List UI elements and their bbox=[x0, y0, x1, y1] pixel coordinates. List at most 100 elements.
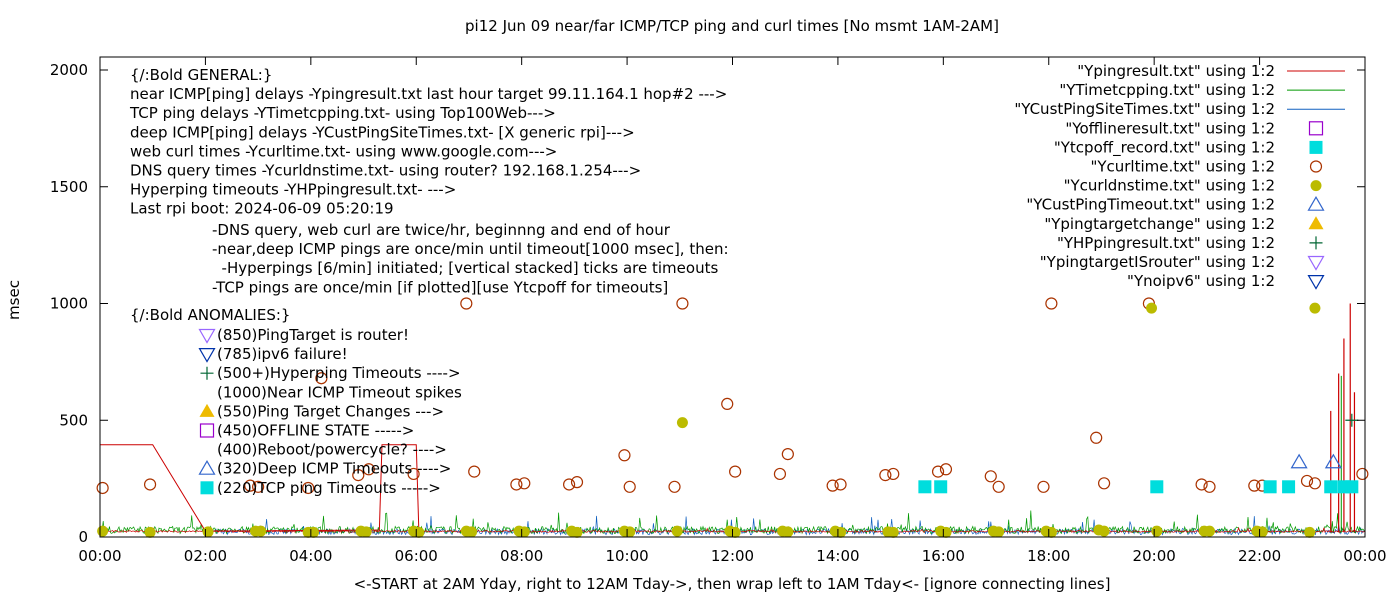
annotation-anomaly: (220)TCP ping Timeouts -----> bbox=[217, 479, 441, 497]
data-point bbox=[413, 526, 425, 538]
data-point bbox=[1356, 467, 1369, 481]
x-tick-label: 10:00 bbox=[605, 547, 648, 565]
annotation-marker bbox=[198, 348, 216, 363]
x-tick-label: 04:00 bbox=[289, 547, 332, 565]
data-point bbox=[826, 479, 839, 492]
data-point bbox=[1037, 480, 1050, 493]
x-tick-label: 14:00 bbox=[816, 547, 859, 565]
data-point bbox=[468, 465, 481, 478]
data-point bbox=[1308, 477, 1322, 490]
x-tick-label: 00:00 bbox=[1343, 547, 1386, 565]
data-point bbox=[307, 526, 319, 538]
data-point bbox=[143, 478, 157, 491]
y-tick-label: 500 bbox=[59, 411, 88, 429]
data-point bbox=[623, 480, 636, 493]
legend-label: "YTimetcpping.txt" using 1:2 bbox=[1059, 81, 1275, 99]
data-point bbox=[931, 465, 945, 478]
data-point bbox=[570, 476, 584, 489]
data-point bbox=[624, 526, 636, 538]
data-point bbox=[773, 467, 787, 481]
data-point bbox=[618, 449, 631, 462]
annotation-marker bbox=[200, 366, 214, 380]
x-tick-label: 22:00 bbox=[1238, 547, 1281, 565]
data-point bbox=[1256, 526, 1268, 538]
data-point bbox=[352, 469, 365, 482]
annotation-marker bbox=[200, 481, 214, 495]
data-point bbox=[668, 480, 681, 493]
legend-label: "Ycurltime.txt" using 1:2 bbox=[1090, 158, 1275, 176]
y-tick-label: 1000 bbox=[50, 295, 88, 313]
x-tick-label: 20:00 bbox=[1133, 547, 1176, 565]
data-point bbox=[202, 526, 214, 538]
annotation-anomaly: (850)PingTarget is router! bbox=[217, 326, 409, 344]
annotation-note: -DNS query, web curl are twice/hr, begin… bbox=[212, 221, 671, 239]
data-point bbox=[834, 478, 847, 491]
data-point bbox=[360, 526, 372, 538]
legend-swatch bbox=[1309, 160, 1323, 173]
data-point bbox=[1309, 302, 1321, 314]
x-tick-label: 18:00 bbox=[1027, 547, 1070, 565]
data-point bbox=[1282, 480, 1296, 494]
annotation-anomaly: (550)Ping Target Changes ---> bbox=[217, 402, 444, 420]
data-point bbox=[571, 526, 583, 538]
legend-swatch bbox=[1307, 195, 1325, 211]
annotation-general: {/:Bold GENERAL:} bbox=[130, 66, 272, 84]
x-tick-label: 16:00 bbox=[922, 547, 965, 565]
data-point bbox=[144, 526, 156, 538]
annotation-general: TCP ping delays -YTimetcpping.txt- using… bbox=[129, 104, 556, 122]
legend-label: "YCustPingSiteTimes.txt" using 1:2 bbox=[1014, 100, 1275, 118]
x-tick-label: 02:00 bbox=[184, 547, 227, 565]
legend-label: "YCustPingTimeout.txt" using 1:2 bbox=[1026, 196, 1275, 214]
y-tick-label: 0 bbox=[78, 528, 88, 546]
x-axis-label: <-START at 2AM Yday, right to 12AM Tday-… bbox=[354, 575, 1111, 593]
data-point bbox=[1045, 526, 1057, 538]
annotation-anomaly: (320)Deep ICMP Timeouts ----> bbox=[217, 460, 451, 478]
data-point bbox=[676, 417, 688, 429]
annotation-general: near ICMP[ping] delays -Ypingresult.txt … bbox=[130, 85, 727, 103]
legend-label: "Ynoipv6" using 1:2 bbox=[1127, 272, 1275, 290]
annotation-anomaly: (785)ipv6 failure! bbox=[217, 345, 348, 363]
annotation-anomaly: (450)OFFLINE STATE -----> bbox=[217, 422, 414, 440]
data-point bbox=[992, 480, 1005, 493]
x-tick-label: 08:00 bbox=[500, 547, 543, 565]
legend-label: "Ycurldnstime.txt" using 1:2 bbox=[1064, 177, 1275, 195]
data-point bbox=[407, 467, 420, 481]
annotation-marker bbox=[199, 423, 215, 438]
annotation-general: Hyperping timeouts -YHPpingresult.txt- -… bbox=[130, 181, 456, 199]
data-point bbox=[1324, 453, 1342, 469]
data-point bbox=[729, 526, 741, 538]
data-point bbox=[466, 526, 478, 538]
annotation-general: Last rpi boot: 2024-06-09 05:20:19 bbox=[130, 200, 394, 218]
annotation-general: DNS query times -Ycurldnstime.txt- using… bbox=[130, 162, 641, 180]
data-point bbox=[993, 526, 1005, 538]
legend-label: "YHPpingresult.txt" using 1:2 bbox=[1057, 234, 1275, 252]
legend-swatch bbox=[1309, 140, 1323, 154]
data-point bbox=[1345, 413, 1359, 427]
data-point bbox=[255, 525, 267, 537]
x-tick-label: 00:00 bbox=[78, 547, 121, 565]
data-point bbox=[1098, 525, 1110, 537]
x-tick-label: 12:00 bbox=[711, 547, 754, 565]
annotation-marker bbox=[198, 328, 216, 344]
data-point bbox=[1290, 453, 1308, 469]
legend-swatch bbox=[1307, 275, 1325, 290]
legend-label: "Ytcpoff_record.txt" using 1:2 bbox=[1054, 138, 1275, 157]
data-point bbox=[563, 478, 576, 491]
data-point bbox=[934, 480, 948, 494]
legend-swatch bbox=[1310, 180, 1322, 192]
data-point bbox=[671, 525, 683, 537]
data-point bbox=[1203, 480, 1216, 493]
data-point bbox=[1090, 431, 1103, 444]
legend-label: "Ypingresult.txt" using 1:2 bbox=[1077, 62, 1275, 80]
data-point bbox=[1345, 480, 1359, 494]
data-point bbox=[1151, 525, 1163, 537]
data-point bbox=[518, 526, 530, 538]
data-point bbox=[1195, 478, 1208, 491]
data-point bbox=[1263, 480, 1277, 494]
data-point bbox=[315, 372, 328, 385]
data-point bbox=[518, 477, 531, 490]
data-point bbox=[1300, 474, 1314, 488]
annotation-anomaly: (500+)Hyperping Timeouts ----> bbox=[217, 364, 461, 382]
data-point bbox=[1248, 479, 1261, 492]
data-point bbox=[676, 297, 689, 310]
